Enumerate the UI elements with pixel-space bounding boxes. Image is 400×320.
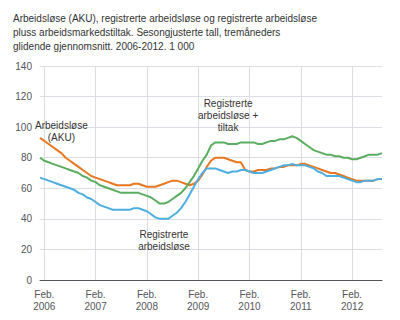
svg-text:2010: 2010 bbox=[238, 301, 261, 312]
svg-text:Registrerte: Registrerte bbox=[140, 229, 189, 240]
svg-text:Feb.: Feb. bbox=[342, 289, 362, 300]
svg-text:60: 60 bbox=[21, 183, 33, 194]
svg-text:80: 80 bbox=[21, 152, 33, 163]
svg-text:tiltak: tiltak bbox=[218, 122, 240, 133]
svg-text:pluss arbeidsmarkedstiltak. Se: pluss arbeidsmarkedstiltak. Sesongjuster… bbox=[13, 27, 280, 38]
svg-text:Feb.: Feb. bbox=[86, 289, 106, 300]
svg-text:Arbeidsløse: Arbeidsløse bbox=[35, 120, 88, 131]
svg-text:Feb.: Feb. bbox=[188, 289, 208, 300]
svg-text:Feb.: Feb. bbox=[34, 289, 54, 300]
svg-text:glidende gjennomsnitt. 2006-20: glidende gjennomsnitt. 2006-2012. 1 000 bbox=[13, 41, 195, 52]
svg-text:100: 100 bbox=[15, 122, 32, 133]
svg-text:40: 40 bbox=[21, 213, 33, 224]
svg-text:arbeidsløse: arbeidsløse bbox=[138, 241, 190, 252]
svg-text:2009: 2009 bbox=[187, 301, 210, 312]
svg-text:2008: 2008 bbox=[136, 301, 159, 312]
svg-text:2012: 2012 bbox=[341, 301, 364, 312]
svg-text:140: 140 bbox=[15, 61, 32, 72]
svg-text:2006: 2006 bbox=[33, 301, 56, 312]
svg-text:Feb.: Feb. bbox=[137, 289, 157, 300]
svg-text:Feb.: Feb. bbox=[291, 289, 311, 300]
svg-text:0: 0 bbox=[26, 275, 32, 286]
svg-text:arbeidsløse +: arbeidsløse + bbox=[198, 110, 258, 121]
svg-text:120: 120 bbox=[15, 91, 32, 102]
svg-text:(AKU): (AKU) bbox=[48, 132, 75, 143]
svg-text:Registrerte: Registrerte bbox=[204, 98, 253, 109]
svg-text:2011: 2011 bbox=[290, 301, 312, 312]
svg-text:Arbeidsløse (AKU), registrerte: Arbeidsløse (AKU), registrerte arbeidslø… bbox=[13, 13, 317, 24]
svg-text:20: 20 bbox=[21, 244, 33, 255]
svg-text:Feb.: Feb. bbox=[239, 289, 259, 300]
svg-text:2007: 2007 bbox=[84, 301, 107, 312]
